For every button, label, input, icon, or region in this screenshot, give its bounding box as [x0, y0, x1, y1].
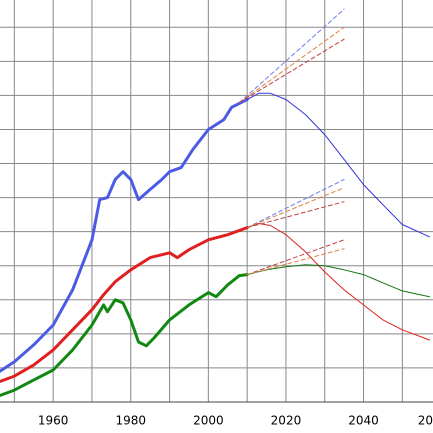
data-line — [0, 98, 249, 374]
data-line — [246, 248, 345, 276]
data-line — [246, 223, 430, 341]
data-line — [246, 92, 430, 238]
data-line — [246, 239, 345, 276]
x-tick-label: 2020 — [271, 414, 302, 428]
data-line — [238, 8, 345, 103]
x-tick-label: 2000 — [193, 414, 224, 428]
data-line — [238, 26, 345, 103]
x-tick-label: 1960 — [38, 414, 69, 428]
x-tick-label: 1980 — [115, 414, 146, 428]
data-line — [0, 226, 249, 384]
data-line — [246, 179, 345, 229]
x-tick-label: 20 — [418, 414, 433, 428]
data-line — [238, 38, 345, 103]
x-tick-label: 2040 — [348, 414, 379, 428]
data-line — [246, 201, 345, 229]
data-line — [0, 273, 249, 398]
data-line — [246, 264, 430, 298]
data-line — [246, 187, 345, 229]
